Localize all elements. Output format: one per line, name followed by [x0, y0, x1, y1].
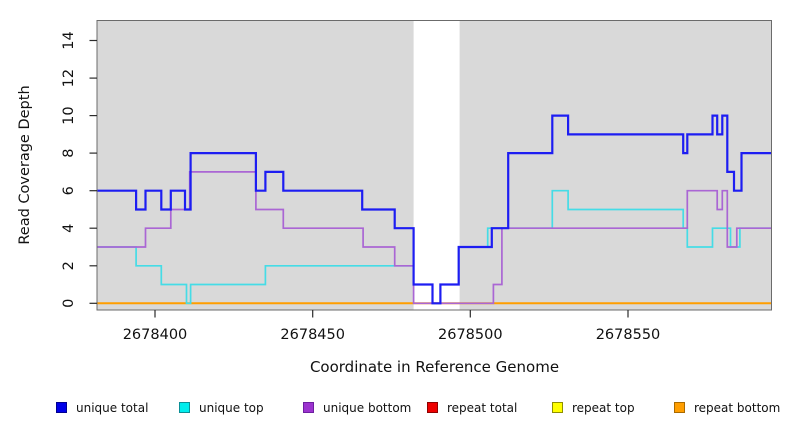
x-tick-label: 2678500: [438, 327, 503, 343]
y-tick-label: 14: [61, 31, 77, 49]
x-axis-title: Coordinate in Reference Genome: [309, 358, 560, 376]
x-tick-label: 2678450: [280, 327, 345, 343]
y-tick-label: 0: [61, 299, 77, 308]
series-unique-total: [97, 114, 772, 305]
y-tick-label: 4: [61, 224, 77, 233]
y-tick-label: 10: [61, 106, 77, 124]
plot-border: [96, 20, 772, 311]
x-tick-label: 2678550: [596, 327, 661, 343]
y-tick-label: 12: [61, 69, 77, 87]
y-tick-label: 2: [61, 261, 77, 270]
y-tick-label: 8: [61, 148, 77, 157]
coverage-gap-band: [413, 20, 460, 310]
x-tick-label: 2678400: [123, 327, 188, 343]
y-axis-title: Read Coverage Depth: [17, 85, 33, 245]
y-tick-label: 6: [61, 186, 77, 195]
